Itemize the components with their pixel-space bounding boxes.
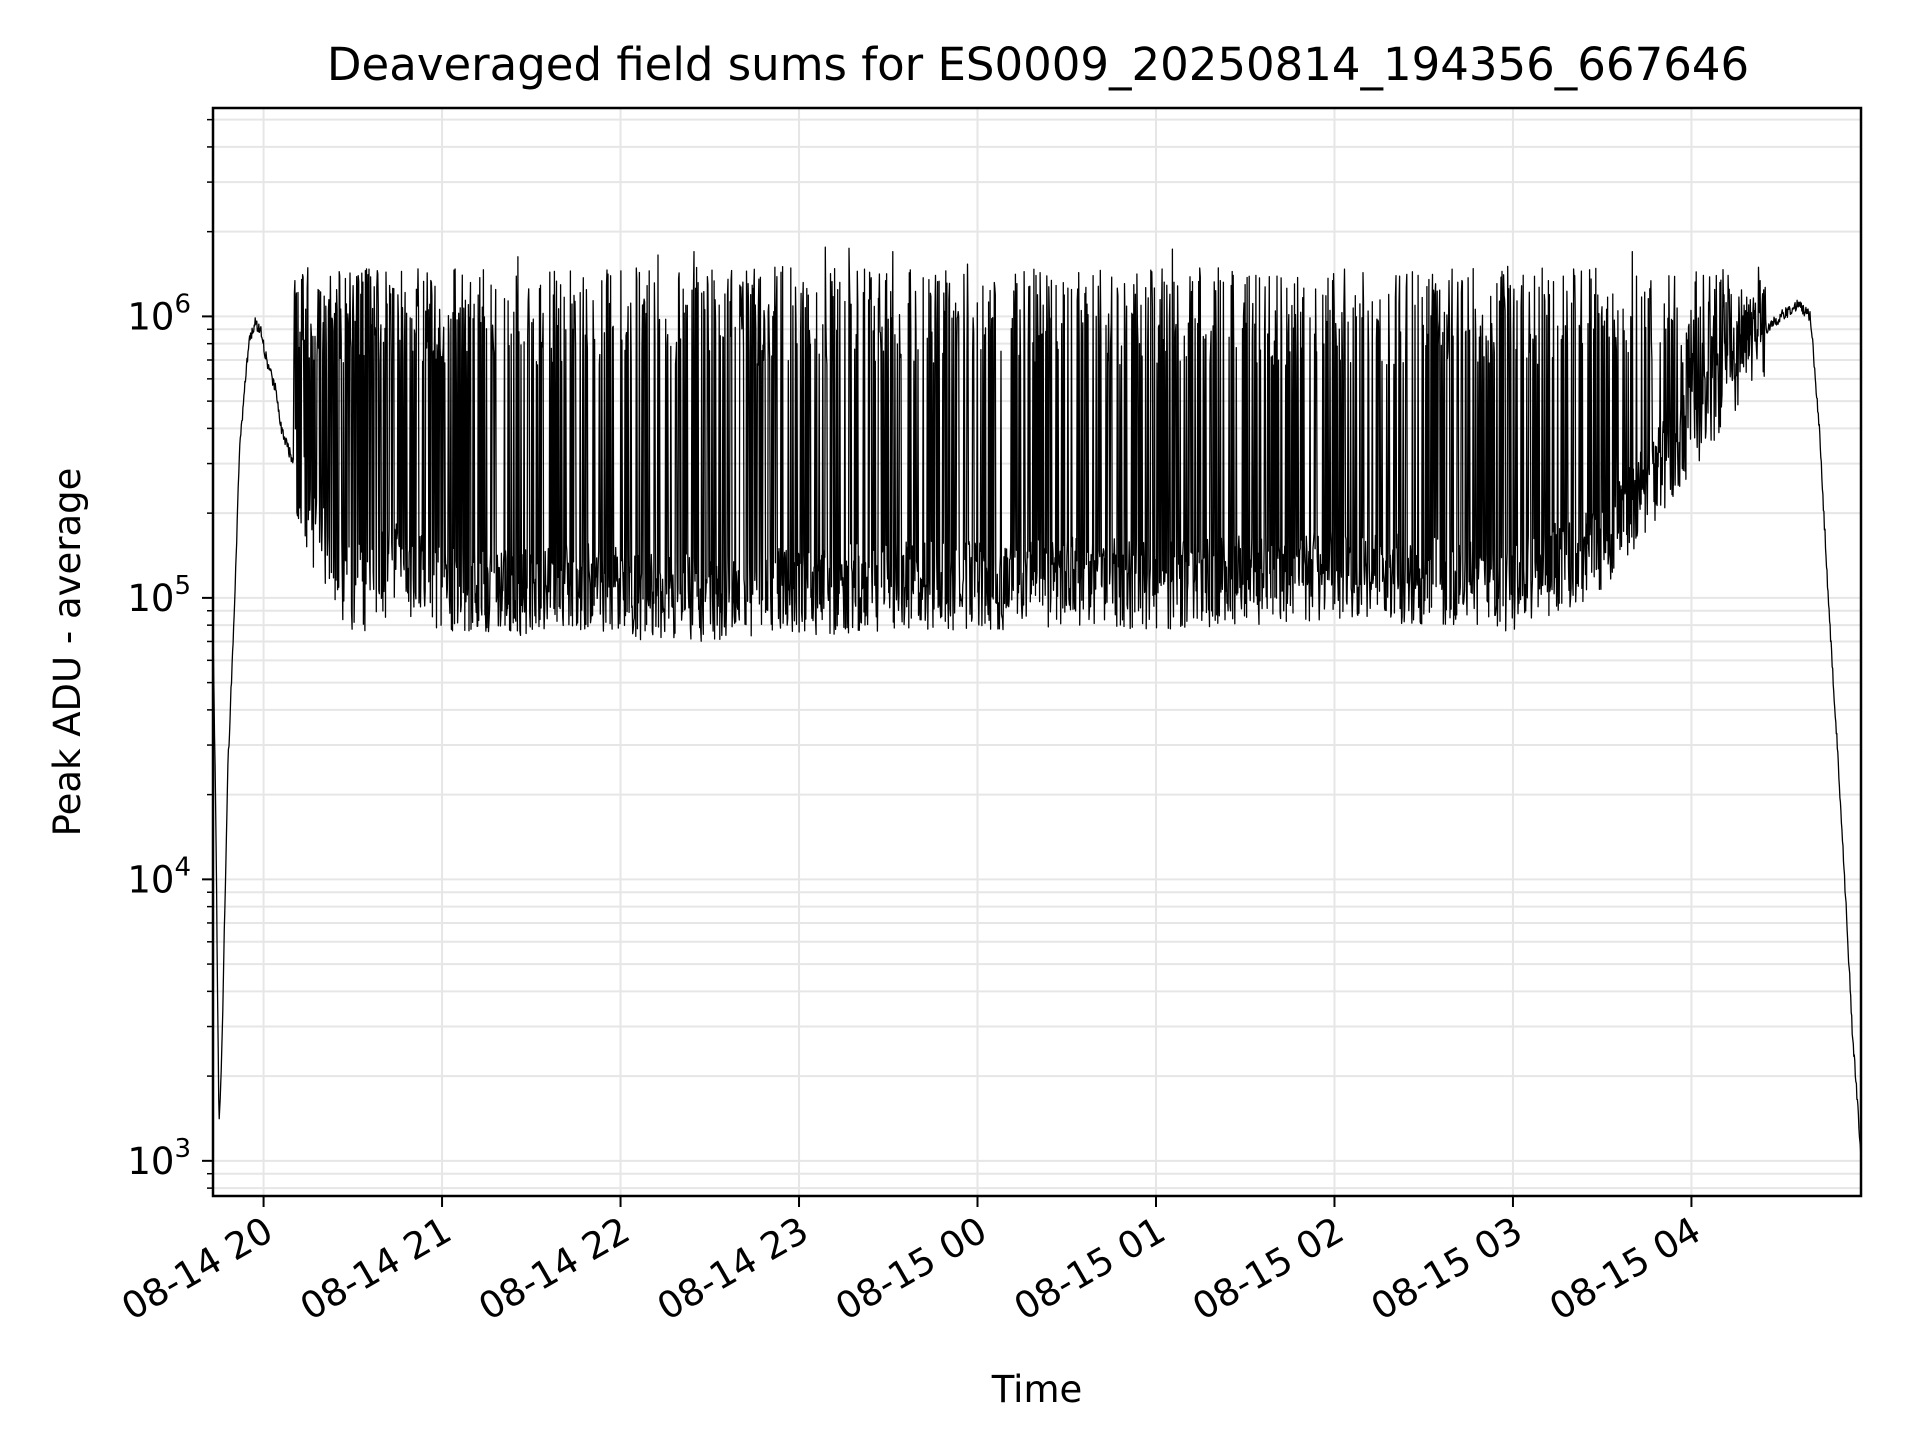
tick-marks — [202, 118, 1693, 1207]
series-layer — [212, 246, 1862, 1160]
y-tick-label: 105 — [127, 571, 191, 620]
x-axis-label: Time — [991, 1368, 1083, 1411]
y-axis-label: Peak ADU - average — [46, 468, 89, 837]
y-tick-base: 10 — [127, 858, 174, 901]
y-tick-base: 10 — [127, 1140, 174, 1183]
y-tick-exponent: 5 — [174, 571, 191, 601]
y-tick-label: 103 — [127, 1134, 191, 1183]
y-tick-base: 10 — [127, 577, 174, 620]
series-line — [212, 246, 1862, 1160]
y-tick-exponent: 6 — [174, 289, 191, 319]
plot-frame — [211, 106, 1863, 1198]
y-tick-label: 104 — [127, 852, 191, 901]
y-tick-exponent: 4 — [174, 852, 191, 882]
y-tick-label: 106 — [127, 289, 191, 338]
chart-title: Deaveraged field sums for ES0009_2025081… — [327, 38, 1749, 91]
y-tick-base: 10 — [127, 295, 174, 338]
y-tick-exponent: 3 — [174, 1134, 191, 1164]
